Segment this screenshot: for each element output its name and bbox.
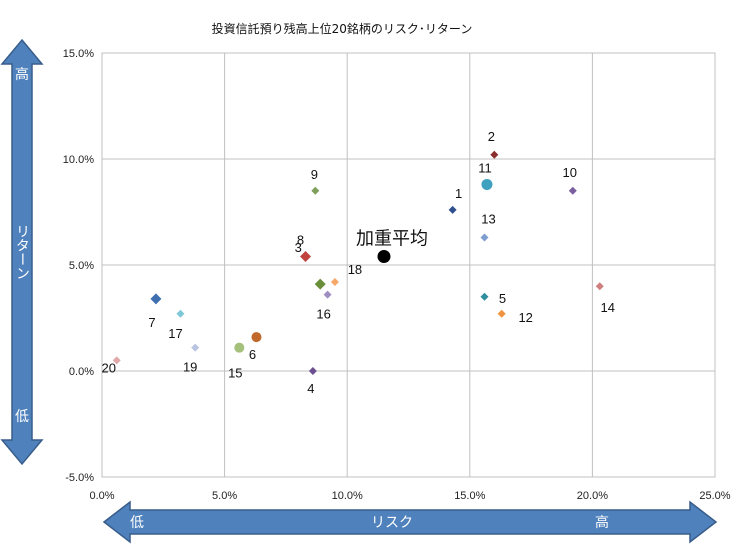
x-tick-label: 5.0%: [212, 490, 237, 502]
point-label-4: 4: [307, 381, 314, 396]
data-point-13: [480, 233, 489, 242]
data-point-12: [497, 309, 506, 318]
y-high-label: 高: [15, 66, 29, 83]
x-tick-label: 0.0%: [89, 490, 114, 502]
data-point-11: [481, 178, 493, 190]
point-label-19: 19: [183, 360, 197, 375]
point-label-15: 15: [228, 366, 242, 381]
data-point-5: [480, 292, 489, 301]
y-tick-label: 10.0%: [63, 154, 94, 166]
point-label-11: 11: [478, 160, 492, 175]
grid-layer: [101, 52, 716, 478]
data-point-16: [323, 290, 332, 299]
point-label-10: 10: [563, 165, 577, 180]
data-point-6: [251, 332, 262, 343]
data-point-17: [176, 309, 185, 318]
x-axis-arrow: [102, 500, 718, 544]
data-point-9: [311, 186, 320, 195]
y-tick-label: 0.0%: [69, 366, 94, 378]
point-label-2: 2: [488, 129, 495, 144]
weighted-average-label: 加重平均: [356, 229, 428, 250]
y-axis-arrow: [0, 38, 44, 466]
weighted-average-point: [377, 250, 391, 264]
point-label-20: 20: [101, 360, 115, 375]
point-label-7: 7: [148, 315, 155, 330]
data-point-7: [150, 293, 162, 305]
data-point-8: [300, 251, 312, 263]
data-point-10: [568, 186, 577, 195]
data-point-1: [448, 205, 457, 214]
tick-layer: 0.0% 5.0% 10.0% 15.0% 20.0% 25.0% -5.0% 0.0% 5.0…: [63, 48, 731, 502]
point-label-1: 1: [455, 186, 462, 201]
point-label-5: 5: [499, 291, 506, 306]
x-high-label: 高: [595, 514, 609, 531]
point-label-6: 6: [249, 347, 256, 362]
point-label-13: 13: [481, 211, 495, 226]
data-point-19: [191, 343, 200, 352]
point-layer: [112, 150, 604, 375]
x-tick-label: 25.0%: [699, 490, 730, 502]
y-tick-label: -5.0%: [65, 472, 94, 484]
point-label-16: 16: [316, 307, 330, 322]
x-tick-label: 20.0%: [577, 490, 608, 502]
y-tick-label: 15.0%: [63, 48, 94, 60]
data-point-3: [314, 278, 326, 290]
data-point-14: [595, 282, 604, 291]
point-label-8: 8: [297, 233, 304, 248]
data-point-4: [308, 367, 317, 375]
x-tick-label: 15.0%: [454, 490, 485, 502]
x-low-label: 低: [130, 515, 144, 531]
chart-title: 投資信託預り残高上位20銘柄のリスク･リターン: [212, 21, 473, 36]
point-label-3: 3: [295, 240, 302, 255]
point-label-12: 12: [518, 310, 532, 325]
y-tick-label: 5.0%: [69, 260, 94, 272]
point-label-18: 18: [348, 262, 362, 277]
data-point-2: [490, 150, 499, 159]
x-axis-label: リスク: [371, 515, 413, 531]
x-tick-label: 10.0%: [332, 490, 363, 502]
data-point-18: [330, 277, 339, 286]
point-label-14: 14: [601, 300, 615, 315]
point-label-9: 9: [311, 167, 318, 182]
point-label-17: 17: [168, 326, 182, 341]
y-low-label: 低: [15, 409, 29, 425]
data-point-20: [112, 356, 121, 365]
data-point-15: [234, 342, 245, 353]
y-axis-label: リターン: [14, 224, 30, 280]
